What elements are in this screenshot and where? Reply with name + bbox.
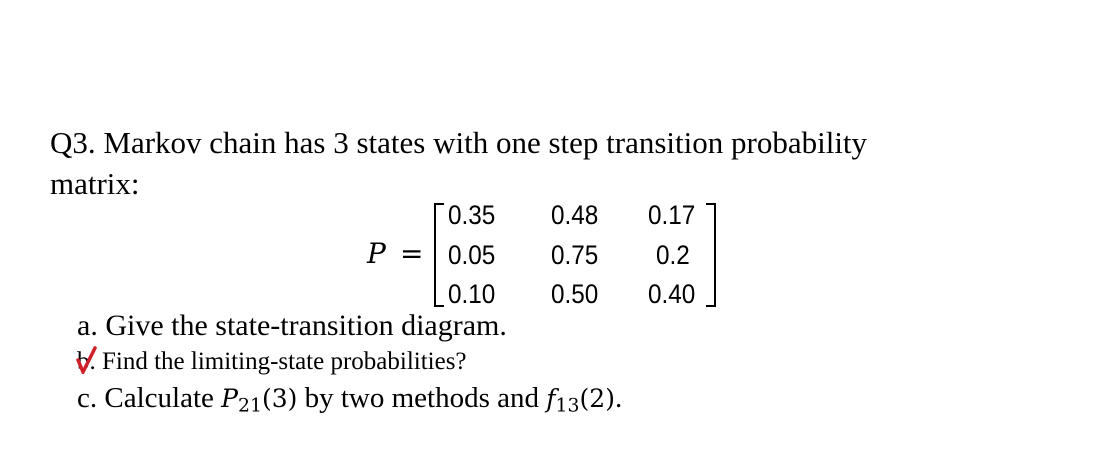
part-label: a.	[77, 309, 98, 342]
matrix-cell: 0.17	[648, 200, 696, 230]
f-argument: (2)	[579, 384, 615, 413]
matrix-cell: 0.35	[448, 200, 496, 230]
matrix-cell: 0.40	[648, 279, 696, 309]
matrix-cell: 0.75	[551, 240, 599, 270]
p-subscript: 21	[237, 395, 262, 417]
part-text: Give the state-transition diagram.	[105, 309, 507, 342]
right-bracket	[706, 203, 716, 307]
question-line-1: Q3. Markov chain has 3 states with one s…	[50, 125, 868, 160]
p-argument: (3)	[261, 384, 298, 413]
matrix-cell: 0.48	[551, 200, 599, 230]
matrix-symbol: P	[367, 237, 386, 270]
part-label: c.	[77, 382, 98, 414]
part-b: b. Find the limiting-state probabilities…	[76, 346, 467, 375]
matrix-cell: 0.50	[551, 279, 599, 309]
matrix-equals: =	[400, 237, 424, 270]
matrix-cell: 0.10	[448, 279, 496, 309]
part-text: by two methods and	[297, 382, 547, 414]
matrix-cell: 0.2	[656, 240, 690, 270]
f-symbol: f	[546, 384, 556, 413]
part-text: Calculate	[104, 382, 222, 414]
part-c: c. Calculate P21(3) by two methods and f…	[77, 384, 622, 417]
p-symbol: P	[221, 384, 238, 413]
f-subscript: 13	[555, 395, 580, 417]
part-text: Find the limiting-state probabilities?	[102, 348, 467, 375]
matrix-cell: 0.05	[448, 240, 496, 270]
left-bracket	[434, 203, 444, 307]
part-a: a. Give the state-transition diagram.	[77, 311, 507, 341]
part-text: .	[614, 382, 623, 414]
question-line-2: matrix:	[50, 166, 140, 201]
checkmark-icon	[76, 346, 97, 374]
